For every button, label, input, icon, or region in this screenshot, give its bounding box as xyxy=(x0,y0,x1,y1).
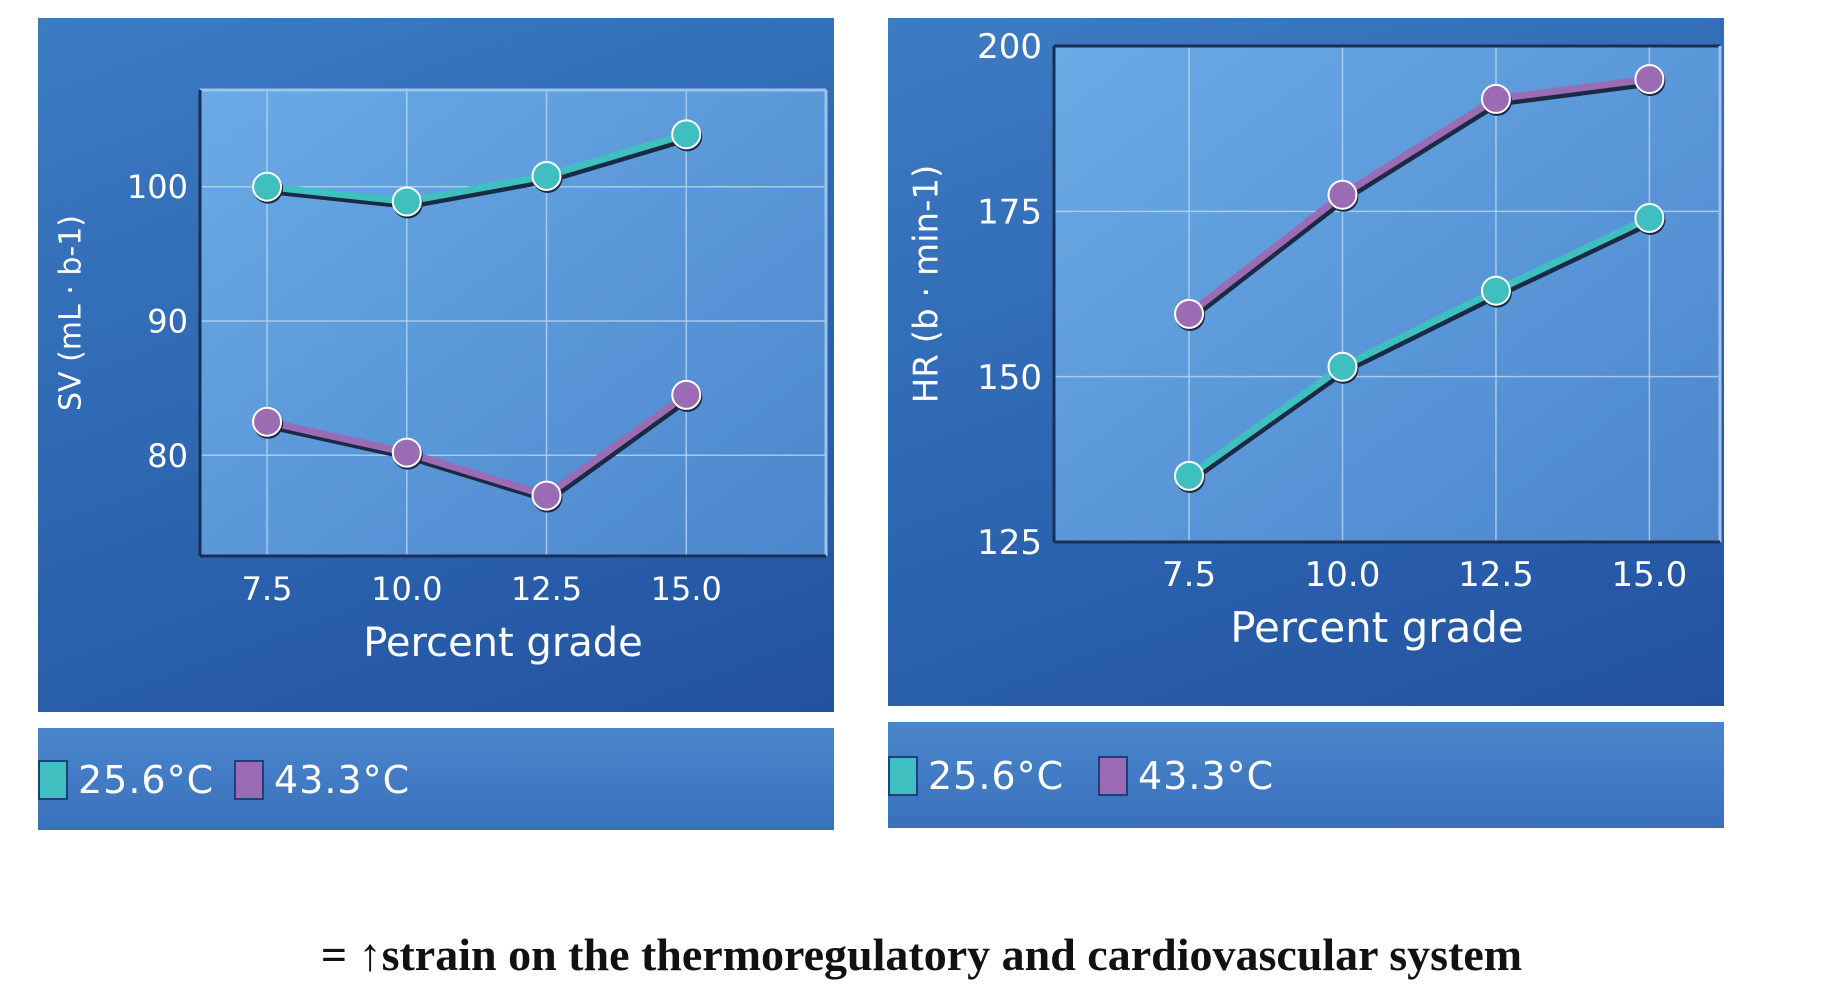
hr-ytick-label: 175 xyxy=(977,193,1042,233)
sv-series-0-shadow xyxy=(268,134,690,209)
sv-series-1-point xyxy=(391,437,422,468)
hr-plot-area xyxy=(1054,46,1720,542)
legend-swatch-43c xyxy=(234,760,264,800)
hr-series-0-point xyxy=(1634,202,1665,233)
hr-yaxis-label: HR (b · min-1) xyxy=(907,165,947,404)
hr-series-1-point xyxy=(1174,298,1205,329)
sv-ytick-label: 80 xyxy=(147,437,188,475)
hr-series-0-point xyxy=(1327,351,1358,382)
hr-series-1-line xyxy=(1186,75,1650,317)
hr-series-1-point xyxy=(1327,179,1358,210)
legend-label-25c: 25.6°C xyxy=(928,754,1065,798)
legend-label-25c: 25.6°C xyxy=(78,758,215,802)
hr-series-1-point xyxy=(1634,64,1665,95)
sv-legend: 25.6°C 43.3°C xyxy=(38,728,834,830)
hr-chart-panel: 125 150 175 200 7.5 10.0 12.5 15.0 Percent grade… xyxy=(888,18,1724,706)
legend-item-25c: 25.6°C xyxy=(888,754,1064,798)
sv-yaxis-label: SV (mL · b-1) xyxy=(54,215,89,411)
footer-caption: = ↑ strain on the thermoregulatory and c… xyxy=(0,928,1843,981)
footer-text: strain on the thermoregulatory and cardi… xyxy=(381,929,1523,980)
hr-xtick-label: 12.5 xyxy=(1458,555,1534,595)
sv-xtick-label: 7.5 xyxy=(242,570,293,608)
hr-series-0-point xyxy=(1480,275,1511,306)
sv-series-1-point xyxy=(531,480,562,511)
hr-series-0-shadow xyxy=(1189,218,1653,483)
hr-xtick-label: 10.0 xyxy=(1305,555,1381,595)
hr-ytick-label: 150 xyxy=(977,358,1042,398)
legend-label-43c: 43.3°C xyxy=(274,758,411,802)
sv-plot-area xyxy=(200,90,826,556)
sv-series-1-point xyxy=(671,379,702,410)
sv-chart-panel: 80 90 100 7.5 10.0 12.5 15.0 Percent grade SV (m… xyxy=(38,18,834,712)
sv-series-1-point xyxy=(252,406,283,437)
legend-item-43c: 43.3°C xyxy=(1098,754,1274,798)
hr-xtick-label: 7.5 xyxy=(1162,555,1216,595)
hr-xaxis-label: Percent grade xyxy=(1230,603,1524,652)
legend-swatch-43c xyxy=(1098,756,1128,796)
sv-xtick-label: 12.5 xyxy=(511,570,582,608)
hr-ytick-label: 200 xyxy=(977,27,1042,67)
hr-xtick-label: 15.0 xyxy=(1612,555,1688,595)
hr-series-1-shadow xyxy=(1188,79,1652,321)
sv-xtick-label: 10.0 xyxy=(371,570,442,608)
legend-swatch-25c xyxy=(38,760,68,800)
sv-xaxis-label: Percent grade xyxy=(363,620,643,666)
sv-series-0-point xyxy=(391,186,422,217)
sv-series-0-point xyxy=(252,171,283,202)
sv-series-0-point xyxy=(531,160,562,191)
legend-item-43c: 43.3°C xyxy=(234,758,410,802)
footer-prefix: = ↑ xyxy=(320,929,382,980)
sv-xtick-label: 15.0 xyxy=(651,570,722,608)
legend-swatch-25c xyxy=(888,756,918,796)
hr-series-0-line xyxy=(1187,214,1651,479)
sv-ytick-label: 90 xyxy=(147,303,188,341)
hr-chart: 125 150 175 200 7.5 10.0 12.5 15.0 Percent grade… xyxy=(907,27,1722,652)
sv-series-0-point xyxy=(671,119,702,150)
sv-ytick-label: 100 xyxy=(127,168,188,206)
hr-ytick-label: 125 xyxy=(977,523,1042,563)
hr-series-0-point xyxy=(1174,460,1205,491)
legend-label-43c: 43.3°C xyxy=(1138,754,1275,798)
sv-series-0-line xyxy=(266,130,688,205)
sv-series-1-line xyxy=(266,392,689,500)
hr-legend: 25.6°C 43.3°C xyxy=(888,722,1724,828)
legend-item-25c: 25.6°C xyxy=(38,758,214,802)
hr-series-1-point xyxy=(1480,83,1511,114)
